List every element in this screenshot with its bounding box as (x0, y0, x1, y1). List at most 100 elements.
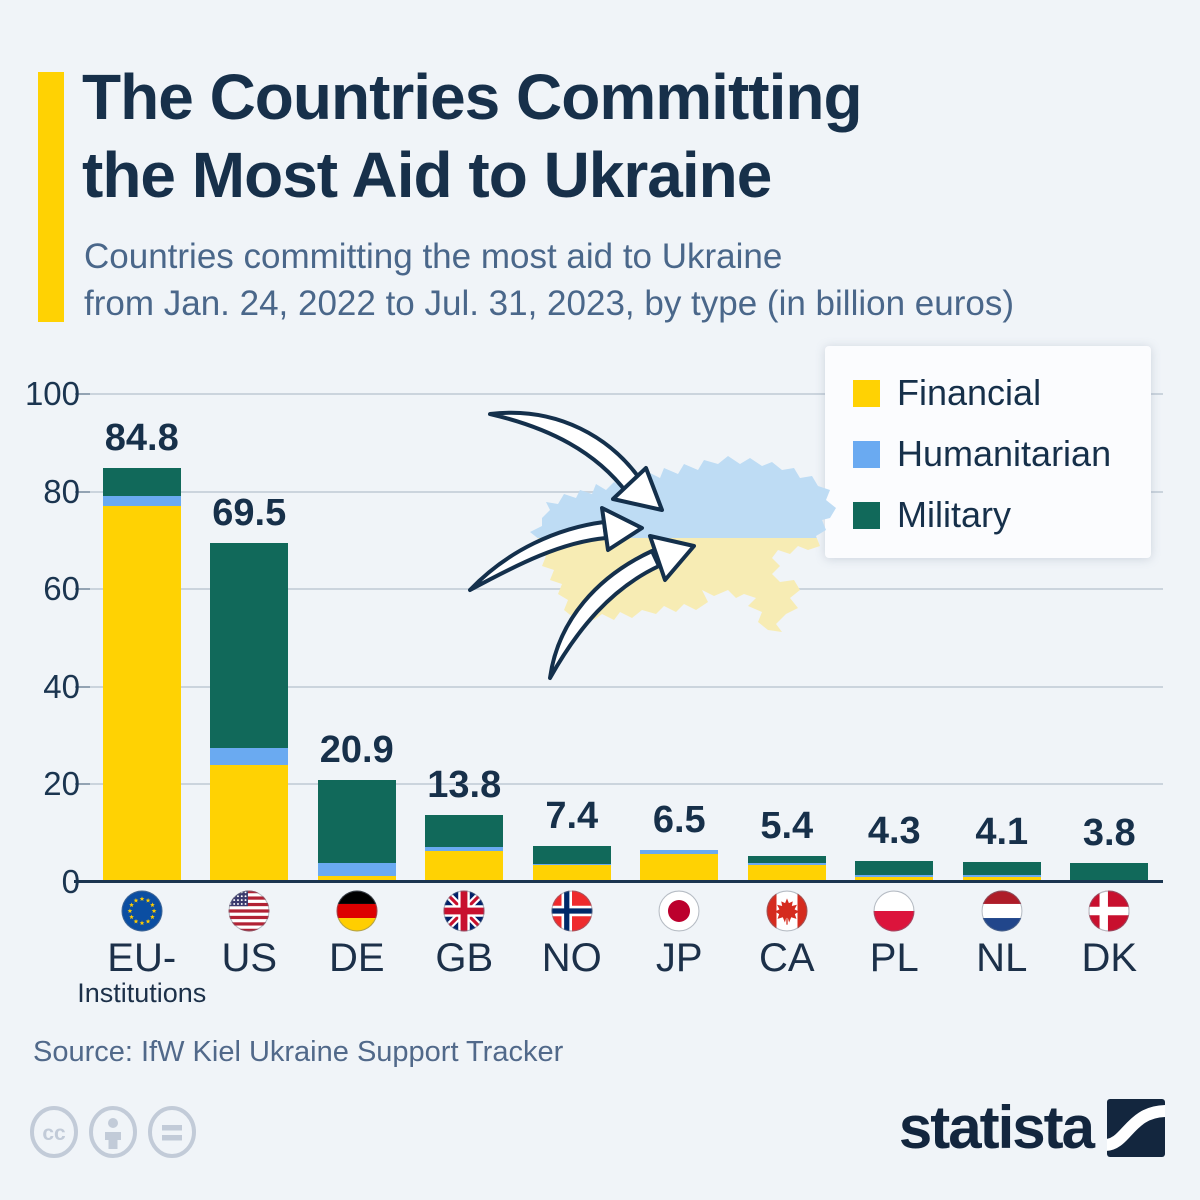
legend-swatch-humanitarian (853, 440, 880, 468)
no-flag-icon (551, 890, 593, 932)
aid-arrows-icon (468, 410, 696, 680)
bar-segment-military-NL (962, 862, 1041, 876)
page-title: The Countries Committing the Most Aid to… (82, 58, 1122, 214)
category-label-NO: NO (541, 936, 602, 980)
bar-segment-military-GB (425, 814, 504, 847)
category-label-GB: GB (435, 936, 494, 980)
subtitle-line2: from Jan. 24, 2022 to Jul. 31, 2023, by … (84, 283, 1014, 323)
svg-text:cc: cc (42, 1122, 66, 1145)
de-flag-icon (336, 890, 378, 932)
bar-column-US: 69.5 (196, 394, 304, 882)
bar-segment-humanitarian-EU-Institutions (102, 495, 181, 507)
bar-segment-humanitarian-CA (747, 863, 826, 866)
bar-segment-humanitarian-NL (962, 875, 1041, 878)
value-label-PL: 4.3 (867, 810, 921, 853)
x-axis-line (74, 880, 1163, 883)
stacked-bar-DE (317, 780, 396, 882)
value-label-NL: 4.1 (975, 811, 1029, 853)
value-label-DE: 20.9 (319, 729, 394, 772)
aid-arrow-bottom-icon (548, 549, 661, 680)
tick-60 (75, 588, 90, 591)
legend-swatch-military (853, 501, 880, 529)
bar-segment-financial-GB (425, 851, 504, 882)
stacked-bar-EU-Institutions (102, 468, 181, 882)
bar-column-EU-Institutions: 84.8 (88, 394, 196, 882)
bar-segment-humanitarian-DE (317, 863, 396, 877)
bar-column-GB: 13.8 (411, 394, 519, 882)
bar-segment-military-US (210, 542, 289, 748)
value-label-CA: 5.4 (760, 804, 814, 847)
statista-logo[interactable]: statista (899, 1098, 1165, 1158)
statista-logo-text: statista (898, 1094, 1095, 1161)
stacked-bar-GB (425, 814, 504, 882)
eu-flag-icon (121, 890, 163, 932)
stacked-bar-PL (855, 861, 934, 882)
aid-arrow-bottom-head-icon (648, 534, 696, 582)
bar-segment-humanitarian-US (210, 747, 289, 766)
category-label-CA: CA (758, 936, 815, 980)
ca-flag-icon (766, 890, 808, 932)
bar-segment-financial-CA (747, 865, 826, 882)
bar-segment-financial-JP (640, 854, 719, 882)
category-label-DE: DE (328, 936, 385, 980)
legend-label-humanitarian: Humanitarian (897, 433, 1112, 474)
bar-segment-military-NO (532, 845, 611, 864)
bar-segment-military-DK (1070, 863, 1149, 881)
ukraine-map-illustration (468, 410, 836, 680)
gridline-40 (75, 685, 1163, 688)
tick-80 (75, 490, 90, 493)
bar-segment-humanitarian-GB (425, 846, 504, 852)
bar-segment-financial-NL (962, 877, 1041, 882)
bar-segment-financial-US (210, 765, 289, 882)
bar-segment-military-CA (747, 855, 826, 864)
legend-item-humanitarian: Humanitarian (853, 433, 1151, 475)
bar-column-NL: 4.1 (948, 394, 1056, 882)
aid-arrow-top-head-icon (611, 466, 664, 512)
bar-column-PL: 4.3 (841, 394, 949, 882)
category-label-NL: NL (976, 936, 1028, 980)
bar-column-DK: 3.8 (1056, 394, 1164, 882)
legend-swatch-financial (853, 379, 880, 407)
us-flag-icon (228, 890, 270, 932)
stacked-bar-CA (747, 855, 826, 882)
source-note: Source: IfW Kiel Ukraine Support Tracker (33, 1036, 564, 1068)
aid-arrow-middle-head-icon (600, 506, 644, 552)
category-label-PL: PL (869, 936, 919, 980)
dk-flag-icon (1088, 890, 1130, 932)
subtitle-line1: Countries committing the most aid to Ukr… (84, 237, 783, 276)
stacked-bar-JP (640, 850, 719, 882)
nl-flag-icon (981, 890, 1023, 932)
bar-segment-humanitarian-JP (640, 850, 719, 855)
category-label-US: US (221, 936, 278, 980)
pl-flag-icon (873, 890, 915, 932)
category-label-DK: DK (1081, 936, 1138, 980)
bar-column-DE: 20.9 (303, 394, 411, 882)
gridline-20 (75, 783, 1163, 786)
bar-segment-military-PL (855, 861, 934, 876)
cc-icon[interactable]: cc (28, 1106, 80, 1158)
value-label-NO: 7.4 (545, 794, 599, 837)
equals-icon[interactable] (146, 1106, 198, 1158)
tick-40 (75, 685, 90, 688)
attribution-person-icon[interactable] (87, 1106, 139, 1158)
title-line2: the Most Aid to Ukraine (82, 139, 772, 212)
stacked-bar-NL (962, 862, 1041, 882)
jp-flag-icon (658, 890, 700, 932)
category-label-JP: JP (655, 936, 703, 980)
category-sublabel-EU-Institutions: Institutions (77, 978, 207, 1008)
bar-segment-financial-EU-Institutions (102, 506, 181, 882)
value-label-JP: 6.5 (652, 799, 706, 842)
chart-legend: Financial Humanitarian Military (825, 346, 1151, 558)
bar-segment-military-DE (317, 780, 396, 864)
statista-logo-mark (1107, 1099, 1165, 1157)
bar-segment-financial-NO (532, 864, 611, 882)
license-icons[interactable]: cc (28, 1106, 198, 1158)
page-subtitle: Countries committing the most aid to Ukr… (84, 234, 1184, 327)
gb-flag-icon (443, 890, 485, 932)
bar-segment-financial-PL (855, 877, 934, 882)
accent-bar (38, 72, 64, 322)
value-label-EU-Institutions: 84.8 (104, 417, 179, 460)
bar-segment-humanitarian-NO (532, 863, 611, 865)
bar-segment-humanitarian-PL (855, 875, 934, 878)
